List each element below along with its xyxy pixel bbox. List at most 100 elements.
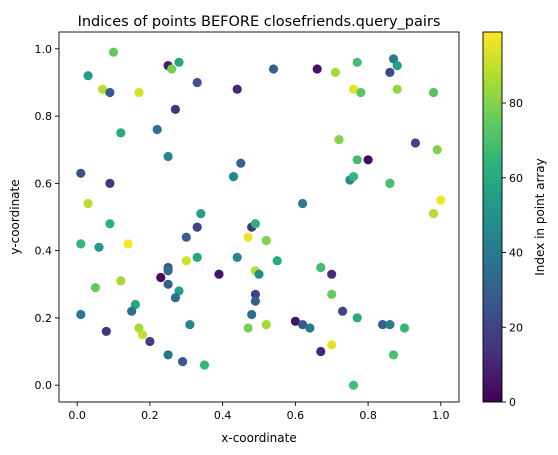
scatter-point-69: [170, 293, 180, 303]
x-tick-label-2: 0.4: [214, 409, 232, 422]
plot-frame: [58, 31, 460, 403]
scatter-point-14: [348, 84, 359, 94]
scatter-point-59: [214, 269, 224, 279]
x-tick-label-0: 0.0: [68, 409, 86, 422]
colorbar-tick-label-1: 20: [509, 321, 523, 334]
scatter-point-20: [428, 87, 439, 98]
scatter-point-44: [192, 222, 202, 232]
scatter-point-40: [298, 198, 308, 209]
scatter-point-15: [356, 87, 366, 98]
scatter-point-95: [178, 357, 188, 367]
x-tick-label-4: 0.8: [359, 409, 377, 422]
scatter-point-48: [243, 232, 253, 242]
scatter-point-86: [385, 320, 395, 330]
scatter-point-29: [363, 155, 373, 165]
scatter-point-24: [334, 135, 344, 145]
scatter-point-49: [76, 239, 86, 249]
colorbar-label: Index in point array: [533, 158, 547, 276]
scatter-point-67: [163, 279, 173, 289]
scatter-point-88: [101, 326, 111, 336]
scatter-point-11: [312, 64, 322, 74]
scatter-point-23: [152, 124, 162, 135]
scatter-point-54: [163, 266, 173, 276]
scatter-point-57: [232, 252, 242, 262]
scatter-point-71: [250, 296, 260, 306]
scatter-point-66: [90, 283, 100, 293]
y-axis-label: y-coordinate: [8, 179, 22, 254]
scatter-point-98: [348, 380, 359, 390]
scatter-point-85: [378, 320, 388, 330]
scatter-point-4: [83, 71, 93, 81]
y-tick-label-0: 0.0: [35, 379, 53, 392]
scatter-point-27: [236, 158, 246, 168]
scatter-point-91: [145, 336, 155, 347]
scatter-point-81: [261, 320, 271, 330]
scatter-point-73: [130, 299, 140, 310]
x-axis: 0.0 0.2 0.4 0.6 0.8 1.0: [68, 402, 450, 422]
scatter-point-31: [76, 168, 86, 178]
chart-title: Indices of points BEFORE closefriends.qu…: [78, 14, 441, 30]
scatter-point-96: [199, 360, 210, 370]
scatter-point-19: [392, 84, 402, 94]
scatter-point-63: [327, 269, 337, 279]
x-axis-label: x-coordinate: [221, 431, 296, 445]
scatter-point-46: [250, 219, 260, 229]
scatter-point-12: [330, 67, 340, 77]
scatter-point-78: [352, 313, 362, 323]
colorbar-tick-label-3: 60: [509, 172, 523, 185]
scatter-point-41: [436, 195, 446, 205]
scatter-point-92: [316, 346, 326, 357]
scatter-point-8: [134, 87, 144, 98]
x-tick-label-3: 0.6: [287, 409, 305, 422]
scatter-point-37: [385, 178, 395, 188]
scatter-point-52: [261, 235, 271, 246]
scatter-point-82: [290, 316, 300, 326]
scatter-point-83: [298, 320, 308, 330]
scatter-point-74: [127, 306, 137, 316]
scatter-point-28: [352, 155, 362, 165]
scatter-point-32: [105, 178, 115, 188]
scatter-point-55: [192, 252, 202, 262]
scatter-point-51: [123, 239, 133, 249]
scatter-point-1: [174, 57, 184, 67]
scatter-point-39: [196, 209, 206, 219]
x-tick-label-5: 1.0: [432, 409, 450, 422]
scatter-point-94: [163, 350, 173, 360]
scatter-point-79: [185, 320, 195, 330]
scatter-point-58: [272, 256, 282, 266]
scatter-point-6: [98, 84, 108, 94]
scatter-point-77: [338, 306, 348, 316]
points-layer: [76, 47, 446, 390]
scatter-point-43: [105, 219, 115, 229]
y-axis: 0.0 0.2 0.4 0.6 0.8 1.0: [35, 43, 59, 392]
scatter-point-56: [181, 256, 191, 266]
y-tick-label-5: 1.0: [35, 43, 53, 56]
scatter-point-70: [250, 289, 260, 299]
scatter-point-97: [388, 350, 399, 360]
scatter-point-84: [305, 323, 315, 333]
y-tick-label-4: 0.8: [35, 110, 53, 123]
scatter-point-21: [170, 104, 180, 114]
colorbar: [482, 31, 503, 403]
y-tick-label-3: 0.6: [35, 177, 53, 190]
scatter-point-93: [327, 340, 337, 350]
scatter-point-75: [76, 309, 86, 320]
scatter-point-64: [116, 276, 126, 286]
colorbar-tick-label-2: 40: [509, 247, 523, 260]
colorbar-tick-label-4: 80: [509, 97, 523, 110]
scatter-point-50: [94, 242, 104, 252]
scatter-point-87: [399, 323, 410, 333]
scatter-point-72: [327, 289, 337, 299]
scatter-point-35: [348, 172, 359, 182]
scatter-point-16: [385, 67, 395, 77]
colorbar-axis: 0 20 40 60 80: [502, 97, 523, 409]
scatter-point-7: [105, 87, 115, 98]
colorbar-tick-label-0: 0: [509, 396, 516, 409]
scatter-point-3: [167, 64, 177, 74]
scatter-point-0: [108, 47, 119, 57]
scatter-point-47: [181, 232, 191, 242]
scatter-point-22: [116, 128, 126, 138]
scatter-point-26: [163, 151, 173, 162]
scatter-point-65: [156, 272, 166, 283]
